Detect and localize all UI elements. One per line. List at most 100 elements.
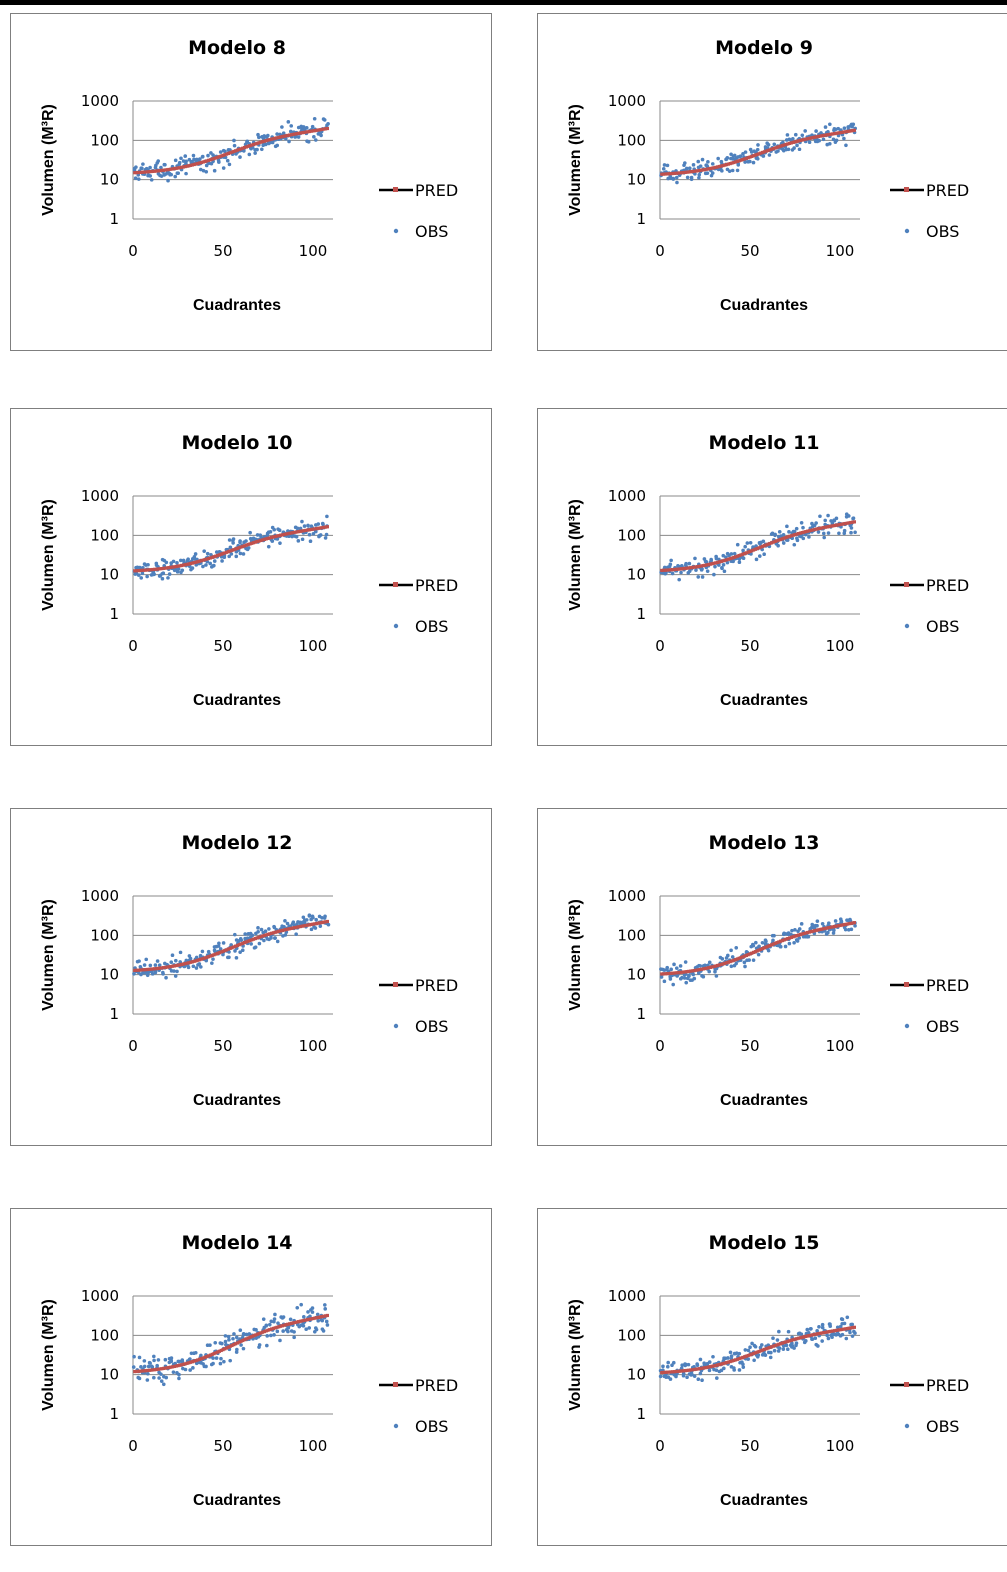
y-tick-label: 100 (617, 526, 646, 544)
obs-point (832, 928, 836, 932)
obs-point (179, 951, 183, 955)
chart-svg: Modelo 911010010000 50 100CuadrantesVolume… (538, 14, 1007, 352)
obs-point (210, 961, 214, 965)
obs-point (235, 1348, 239, 1352)
obs-point (300, 520, 304, 524)
obs-point (215, 1356, 219, 1360)
obs-point (264, 929, 268, 933)
chart-title: Modelo 15 (708, 1232, 819, 1254)
y-tick-label: 10 (627, 966, 646, 984)
obs-point (208, 562, 212, 566)
obs-point (747, 958, 751, 962)
obs-point (202, 549, 206, 553)
obs-point (174, 159, 178, 163)
obs-point (778, 1346, 782, 1350)
obs-point (771, 1336, 775, 1340)
obs-point (741, 1362, 745, 1366)
obs-point (824, 125, 828, 129)
obs-point (708, 961, 712, 965)
obs-point (748, 160, 752, 164)
y-tick-label: 10 (627, 566, 646, 584)
x-tick-label: 0 (655, 1037, 665, 1055)
obs-point (268, 1323, 272, 1327)
pred-point (326, 127, 329, 130)
obs-point (212, 564, 216, 568)
obs-point (843, 529, 847, 533)
obs-point (278, 1339, 282, 1343)
obs-point (696, 160, 700, 164)
obs-point (313, 117, 317, 121)
legend-obs-label: OBS (415, 617, 448, 636)
obs-point (245, 139, 249, 143)
obs-point (772, 934, 776, 938)
obs-point (289, 1317, 293, 1321)
x-tick-label: 100 (826, 1437, 855, 1455)
obs-point (264, 143, 268, 147)
obs-point (738, 1368, 742, 1372)
y-axis-label: Volumen (M³R) (567, 899, 584, 1011)
obs-point (239, 552, 243, 556)
obs-point (798, 147, 802, 151)
obs-point (820, 1339, 824, 1343)
obs-point (801, 537, 805, 541)
x-axis-label: Cuadrantes (193, 297, 281, 314)
x-tick-label: 50 (740, 637, 759, 655)
obs-point (164, 976, 168, 980)
obs-point (672, 1361, 676, 1365)
x-tick-label: 100 (299, 1437, 328, 1455)
legend-obs-label: OBS (415, 1417, 448, 1436)
obs-point (292, 920, 296, 924)
legend-pred-marker (393, 982, 398, 987)
obs-point (720, 957, 724, 961)
obs-point (796, 539, 800, 543)
obs-point (849, 531, 853, 535)
legend-pred-marker (904, 982, 909, 987)
legend-obs-label: OBS (926, 222, 959, 241)
obs-point (663, 980, 667, 984)
chart-panel: Modelo 12 1 10 100 1000 0 50 100 Cuadrantes Volum… (10, 808, 492, 1146)
obs-point (312, 135, 316, 139)
legend-obs-label: OBS (926, 617, 959, 636)
obs-point (265, 1334, 269, 1338)
obs-point (810, 923, 814, 927)
obs-point (754, 941, 758, 945)
legend-obs-swatch (394, 624, 398, 628)
y-tick-label: 10 (100, 171, 119, 189)
legend-obs-swatch (905, 1424, 909, 1428)
obs-point (276, 940, 280, 944)
obs-point (227, 1335, 231, 1339)
x-axis-label: Cuadrantes (720, 1092, 808, 1109)
obs-point (830, 1335, 834, 1339)
obs-point (168, 173, 172, 177)
obs-point (172, 969, 176, 973)
obs-point (732, 1366, 736, 1370)
obs-point (828, 122, 832, 126)
x-tick-label: 100 (826, 637, 855, 655)
chart-svg: Modelo 811010010000 50 100CuadrantesVolume… (11, 14, 493, 352)
obs-point (228, 538, 232, 542)
legend-obs-swatch (394, 1424, 398, 1428)
y-axis-label: Volumen (M³R) (40, 899, 57, 1011)
top-rule (0, 0, 1007, 5)
obs-point (764, 1353, 768, 1357)
obs-point (844, 144, 848, 148)
obs-point (156, 959, 160, 963)
obs-point (850, 928, 854, 932)
obs-point (283, 919, 287, 923)
y-tick-label: 100 (90, 526, 119, 544)
obs-point (302, 125, 306, 129)
obs-point (784, 945, 788, 949)
obs-point (232, 537, 236, 541)
obs-point (725, 157, 729, 161)
obs-point (708, 1369, 712, 1373)
obs-point (662, 167, 666, 171)
obs-point (661, 1365, 665, 1369)
obs-point (201, 155, 205, 159)
x-tick-label: 50 (740, 1037, 759, 1055)
y-tick-label: 10 (100, 1366, 119, 1384)
chart-title: Modelo 8 (188, 37, 286, 59)
obs-point (720, 169, 724, 173)
obs-point (201, 950, 205, 954)
obs-point (311, 914, 315, 918)
obs-point (822, 532, 826, 536)
